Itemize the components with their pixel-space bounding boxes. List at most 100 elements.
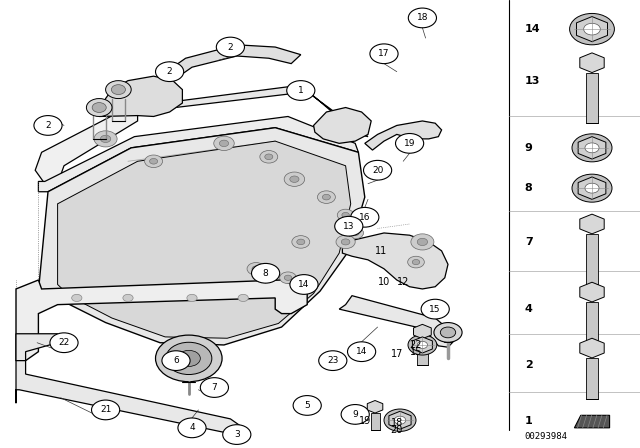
Circle shape [323,194,330,200]
Circle shape [247,263,265,275]
Text: 15: 15 [410,347,422,357]
Text: 13: 13 [343,222,355,231]
Polygon shape [578,177,606,199]
Polygon shape [58,141,351,338]
Circle shape [570,13,614,45]
Circle shape [238,294,248,302]
Circle shape [584,23,600,35]
Circle shape [384,409,416,431]
Text: 16: 16 [359,213,371,222]
Circle shape [351,230,359,236]
Circle shape [34,116,62,135]
Text: 8: 8 [263,269,268,278]
Polygon shape [578,137,606,159]
Text: 17: 17 [378,49,390,58]
Circle shape [50,333,78,353]
Circle shape [370,44,398,64]
Text: 22: 22 [410,340,422,350]
Circle shape [408,256,424,268]
Polygon shape [586,73,598,123]
Circle shape [111,85,125,95]
Text: 14: 14 [356,347,367,356]
Polygon shape [16,361,243,435]
Text: 14: 14 [298,280,310,289]
Polygon shape [586,358,598,399]
Text: 14: 14 [525,24,540,34]
Circle shape [287,81,315,100]
Circle shape [341,405,369,424]
Circle shape [319,351,347,370]
Text: 00293984: 00293984 [525,432,568,441]
Circle shape [585,183,599,193]
Text: 13: 13 [525,76,540,86]
Circle shape [364,160,392,180]
Text: 4: 4 [189,423,195,432]
Text: 9: 9 [353,410,358,419]
Polygon shape [314,108,371,143]
Text: 2: 2 [525,360,532,370]
Polygon shape [35,108,138,184]
Circle shape [408,335,437,355]
Circle shape [293,396,321,415]
Circle shape [440,327,456,338]
Polygon shape [580,338,604,358]
Polygon shape [342,233,448,289]
Circle shape [216,37,244,57]
Circle shape [265,154,273,159]
Text: 9: 9 [525,143,532,153]
Polygon shape [38,128,365,345]
Circle shape [408,8,436,28]
Circle shape [156,62,184,82]
Polygon shape [367,401,383,413]
Circle shape [417,238,428,246]
Text: 19: 19 [404,139,415,148]
Circle shape [396,134,424,153]
Text: 7: 7 [212,383,217,392]
Text: 2: 2 [45,121,51,130]
Circle shape [585,143,599,153]
Polygon shape [417,339,428,365]
Circle shape [178,418,206,438]
Circle shape [123,294,133,302]
Circle shape [92,400,120,420]
Circle shape [335,216,363,236]
Text: 10: 10 [378,277,390,287]
Circle shape [150,159,157,164]
Polygon shape [128,85,307,112]
Polygon shape [412,337,433,353]
Circle shape [347,227,364,239]
Text: 5: 5 [305,401,310,410]
Circle shape [156,335,222,382]
Text: 17: 17 [390,349,403,359]
Circle shape [252,266,260,271]
Text: 1: 1 [298,86,303,95]
Text: 2: 2 [167,67,172,76]
Circle shape [290,176,299,182]
Circle shape [100,135,111,142]
Circle shape [166,342,212,375]
Circle shape [220,140,228,146]
Circle shape [411,234,434,250]
Circle shape [290,275,318,294]
Text: 8: 8 [525,183,532,193]
Circle shape [94,131,117,147]
Text: 18: 18 [417,13,428,22]
Circle shape [421,299,449,319]
Circle shape [412,259,420,265]
Text: 4: 4 [525,304,532,314]
Circle shape [417,341,428,349]
Polygon shape [575,415,610,428]
Circle shape [342,212,349,218]
Circle shape [162,351,190,370]
Text: 15: 15 [429,305,441,314]
Circle shape [280,272,296,284]
Circle shape [72,294,82,302]
Polygon shape [99,76,182,116]
Polygon shape [16,334,58,361]
Polygon shape [586,234,598,284]
Circle shape [260,151,278,163]
Circle shape [336,235,355,249]
Text: 23: 23 [327,356,339,365]
Polygon shape [365,121,442,150]
Text: 3: 3 [234,430,239,439]
